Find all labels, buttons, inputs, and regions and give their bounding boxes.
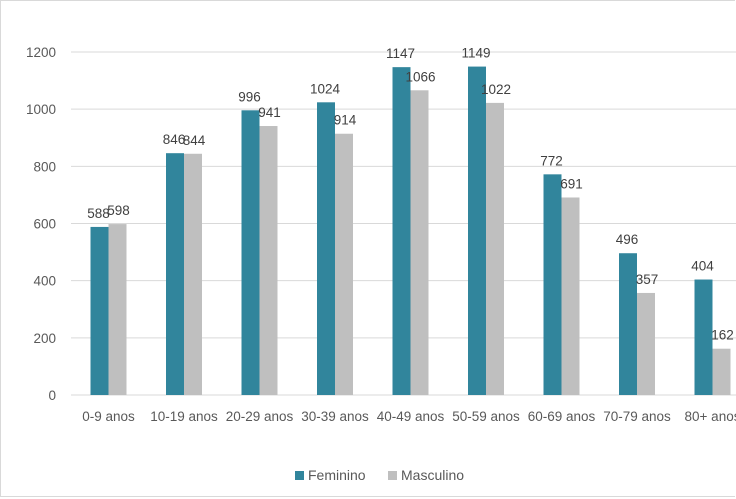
y-tick-label: 800 [33,159,56,174]
data-label: 996 [238,89,261,104]
legend-label: Masculino [401,467,464,483]
data-label: 941 [258,105,281,120]
data-label: 1024 [310,81,341,96]
x-tick-label: 50-59 anos [452,409,520,424]
y-tick-label: 200 [33,331,56,346]
bar-feminino [241,110,260,395]
bar-masculino [108,224,127,395]
legend-swatch-masculino [388,471,397,480]
legend-label: Feminino [308,467,366,483]
y-tick-label: 0 [48,388,56,403]
bar-feminino [392,67,411,395]
data-label: 772 [540,153,563,168]
bar-feminino [619,253,637,395]
x-tick-label: 20-29 anos [226,409,294,424]
data-label: 162 [711,328,734,343]
x-tick-label: 0-9 anos [82,409,135,424]
x-tick-label: 30-39 anos [301,409,369,424]
bar-masculino [712,348,731,395]
data-label: 357 [636,272,659,287]
y-tick-label: 400 [33,274,56,289]
data-label: 588 [87,206,110,221]
y-tick-label: 1000 [26,102,56,117]
data-label: 496 [616,232,639,247]
bar-feminino [468,66,486,395]
legend-swatch-feminino [295,471,304,480]
data-label: 1022 [481,82,511,97]
bar-masculino [184,153,202,395]
data-label: 1066 [405,69,435,84]
x-tick-label: 40-49 anos [377,409,445,424]
data-label: 914 [334,113,357,128]
data-label: 404 [691,259,714,274]
data-label: 1149 [461,46,490,61]
bar-masculino [335,133,353,395]
data-label: 846 [163,132,186,147]
data-label: 844 [183,133,206,148]
y-tick-label: 1200 [26,45,56,60]
x-tick-label: 10-19 anos [150,409,218,424]
bar-feminino [166,153,184,395]
bar-feminino [90,226,109,395]
bar-masculino [410,90,429,395]
x-tick-label: 80+ anos [685,409,736,424]
bar-feminino [543,174,562,395]
bar-masculino [561,197,580,395]
x-tick-label: 70-79 anos [603,409,671,424]
y-tick-label: 600 [33,217,56,232]
bar-masculino [486,102,504,396]
bar-feminino [694,279,713,395]
data-label: 1147 [386,46,415,61]
bar-masculino [259,126,278,396]
bar-feminino [317,102,335,395]
x-tick-label: 60-69 anos [528,409,596,424]
data-label: 598 [107,203,130,218]
data-label: 691 [560,176,583,191]
bar-masculino [637,292,655,395]
